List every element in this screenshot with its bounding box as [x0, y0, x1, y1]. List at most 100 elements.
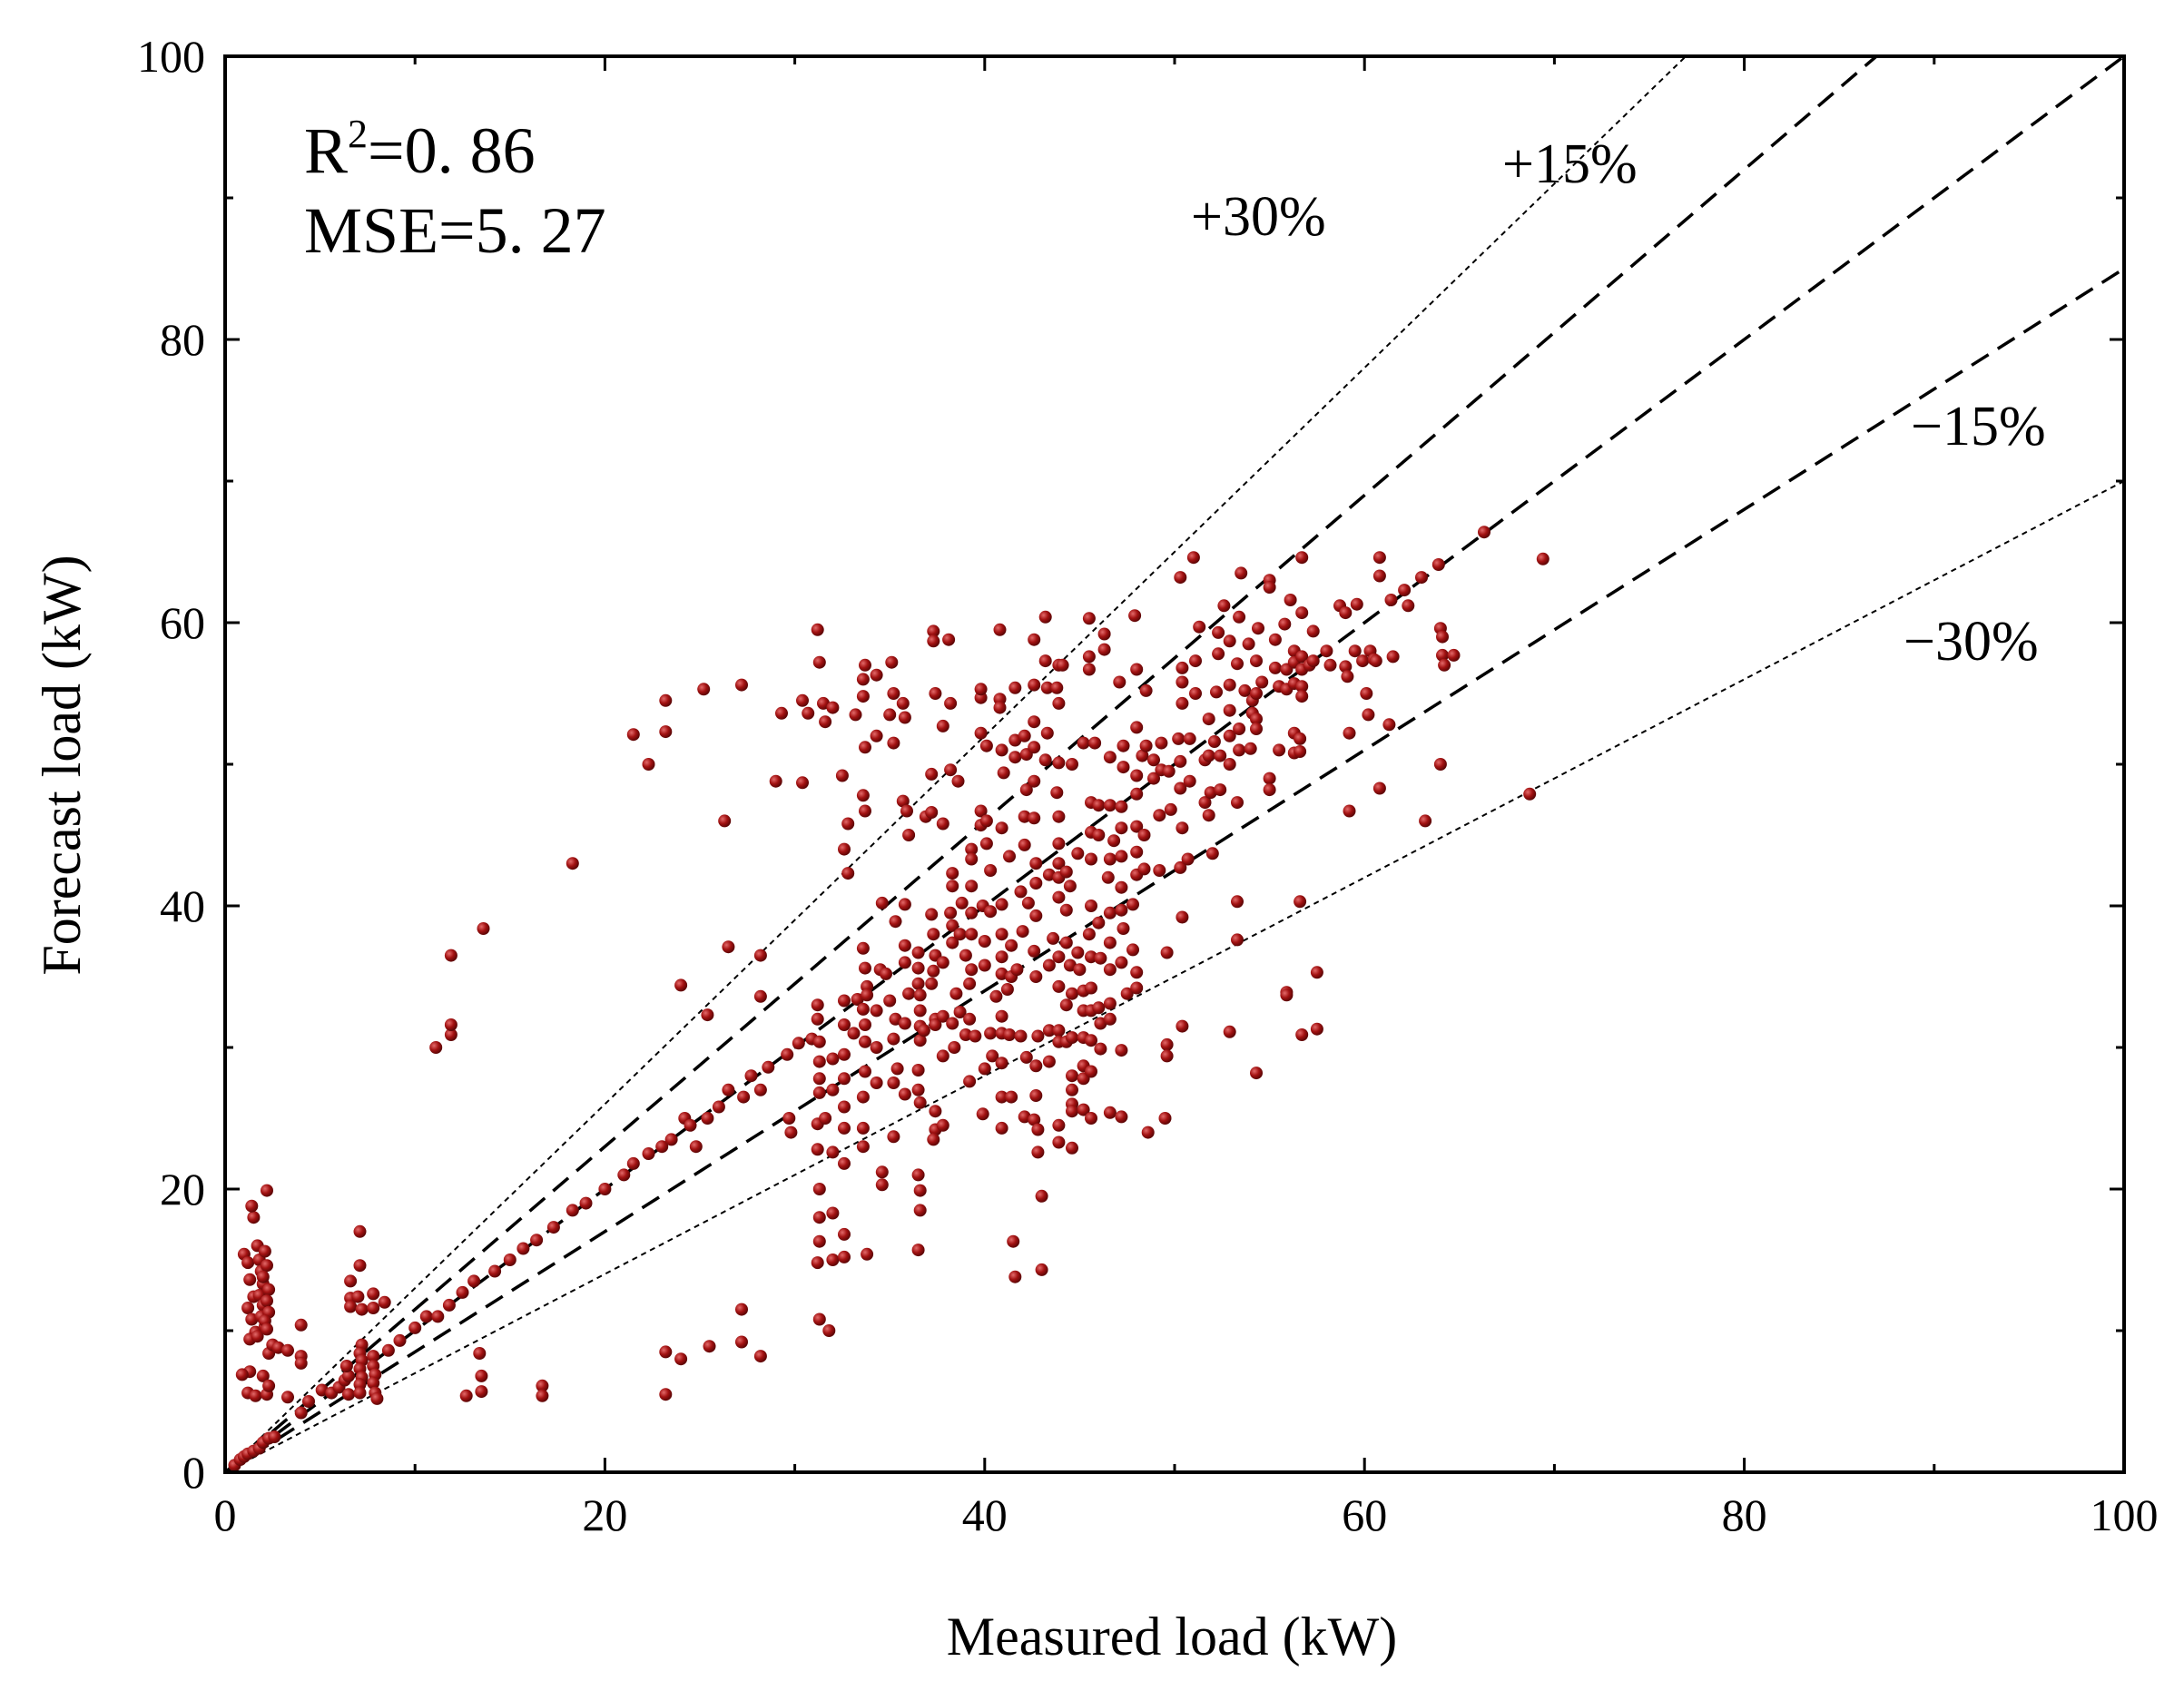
data-point: [1115, 850, 1128, 863]
data-point: [1250, 654, 1263, 668]
data-point: [281, 1391, 294, 1404]
data-point: [1295, 690, 1309, 703]
data-point: [753, 989, 767, 1003]
r-squared-value: =0. 86: [368, 114, 536, 187]
data-point: [1115, 800, 1128, 813]
data-point: [1029, 857, 1043, 870]
data-point: [911, 946, 925, 959]
data-point: [1115, 903, 1128, 917]
x-tick-label: 40: [962, 1489, 1008, 1540]
data-point: [1094, 951, 1107, 965]
data-point: [1339, 606, 1353, 620]
data-point: [1103, 906, 1117, 919]
data-point: [995, 743, 1008, 757]
data-point: [473, 1347, 487, 1360]
data-point: [1028, 811, 1041, 825]
data-point: [944, 763, 958, 777]
data-point: [1010, 963, 1024, 977]
data-point: [1231, 933, 1244, 947]
data-point: [835, 769, 849, 782]
data-point: [1137, 829, 1151, 841]
data-point: [370, 1391, 384, 1405]
data-point: [1362, 708, 1375, 722]
data-point: [1008, 733, 1022, 747]
data-point: [1384, 594, 1398, 606]
data-point: [889, 915, 902, 929]
data-point: [1341, 670, 1354, 683]
data-point: [1052, 1136, 1066, 1149]
data-point: [936, 817, 949, 831]
data-point: [898, 1017, 911, 1030]
data-point: [659, 1388, 673, 1401]
data-point: [1082, 612, 1096, 625]
data-point: [1372, 782, 1386, 795]
data-point: [1073, 963, 1087, 977]
data-point: [896, 794, 910, 808]
data-point: [536, 1389, 549, 1402]
data-point: [566, 1204, 579, 1217]
data-point: [1369, 654, 1382, 668]
data-point: [1130, 981, 1144, 995]
data-point: [1014, 1029, 1028, 1043]
data-point: [1077, 736, 1090, 750]
data-point: [1162, 764, 1176, 778]
data-point: [1052, 979, 1066, 993]
data-point: [847, 1027, 861, 1040]
data-point: [965, 852, 979, 866]
data-point: [1085, 852, 1097, 866]
data-point: [946, 880, 959, 893]
data-point: [249, 1389, 262, 1402]
data-point: [826, 701, 840, 714]
data-point: [1130, 769, 1144, 782]
data-point: [1028, 1113, 1041, 1126]
data-point: [1066, 1069, 1078, 1083]
data-point: [913, 1096, 927, 1109]
data-point: [812, 1183, 826, 1195]
reference-line-identity: [225, 56, 2124, 1472]
data-point: [927, 928, 940, 941]
data-point: [887, 1032, 900, 1046]
data-point: [626, 728, 640, 742]
data-point: [887, 1077, 900, 1089]
data-point: [735, 1303, 748, 1316]
data-point: [1052, 756, 1066, 770]
data-point: [953, 1006, 967, 1018]
data-point: [1273, 743, 1286, 757]
data-point: [1052, 837, 1066, 850]
data-point: [1207, 735, 1221, 748]
data-point: [444, 949, 457, 962]
data-point: [959, 949, 972, 962]
data-point: [488, 1264, 502, 1278]
data-point: [995, 1121, 1008, 1135]
data-point: [1160, 1049, 1174, 1063]
data-point: [353, 1259, 367, 1273]
x-axis: 0 20 40 60 80 100: [214, 56, 2159, 1540]
data-point: [978, 1062, 991, 1076]
data-point: [1278, 617, 1292, 631]
data-point: [1153, 809, 1166, 822]
data-point: [1202, 713, 1215, 726]
data-point: [974, 804, 988, 818]
data-point: [856, 1121, 870, 1135]
data-point: [1214, 783, 1227, 797]
data-point: [929, 1105, 942, 1118]
data-point: [946, 867, 959, 880]
data-point: [997, 766, 1010, 780]
data-point: [887, 736, 900, 750]
data-point: [1052, 1118, 1066, 1132]
data-point: [393, 1333, 407, 1347]
reference-line-plusminus-15pct: [225, 56, 1878, 1472]
data-point: [1212, 625, 1225, 639]
data-point: [1244, 742, 1257, 755]
data-point: [911, 961, 925, 975]
data-point: [1115, 1044, 1128, 1057]
data-point: [475, 1369, 488, 1382]
r-squared-text: R2=0. 86: [304, 112, 536, 187]
data-point: [856, 789, 870, 802]
data-point: [1174, 782, 1187, 795]
data-point: [1268, 633, 1282, 646]
data-point: [1343, 726, 1356, 740]
data-point: [974, 726, 988, 740]
data-point: [1052, 696, 1066, 710]
data-point: [859, 1065, 871, 1078]
